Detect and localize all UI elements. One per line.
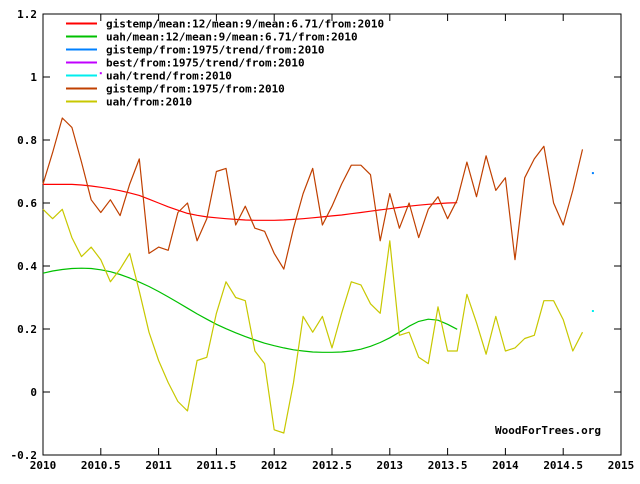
x-tick-label: 2013 <box>377 459 404 472</box>
x-tick-label: 2012 <box>261 459 288 472</box>
watermark: WoodForTrees.org <box>495 424 601 437</box>
legend-label: uah/from:2010 <box>106 96 192 109</box>
y-tick-label: 0.4 <box>17 260 37 273</box>
x-tick-label: 2011 <box>145 459 172 472</box>
legend-label: uah/trend/from:2010 <box>106 70 232 83</box>
series-point-4 <box>591 310 594 312</box>
x-tick-label: 2015 <box>608 459 635 472</box>
legend-label: best/from:1975/trend/from:2010 <box>106 57 305 70</box>
legend-label: uah/mean:12/mean:9/mean:6.71/from:2010 <box>106 31 358 44</box>
x-tick-label: 2011.5 <box>197 459 237 472</box>
x-tick-label: 2012.5 <box>312 459 352 472</box>
y-tick-label: -0.2 <box>11 449 38 462</box>
series-point-3 <box>99 72 102 75</box>
y-tick-label: 0.2 <box>17 323 37 336</box>
x-tick-label: 2013.5 <box>428 459 468 472</box>
x-tick-label: 2014.5 <box>543 459 583 472</box>
y-tick-label: 1 <box>30 71 37 84</box>
series-line-6 <box>42 208 584 434</box>
legend-label: gistemp/mean:12/mean:9/mean:6.71/from:20… <box>106 18 384 31</box>
series-point-2 <box>591 172 594 175</box>
legend-label: gistemp/from:1975/from:2010 <box>106 83 285 96</box>
series-line-5 <box>42 117 584 270</box>
y-tick-label: 0.6 <box>17 197 37 210</box>
x-tick-label: 2010.5 <box>81 459 121 472</box>
x-tick-label: 2010 <box>30 459 57 472</box>
series-line-0 <box>43 183 458 221</box>
y-tick-label: 0.8 <box>17 134 37 147</box>
legend-label: gistemp/from:1975/trend/from:2010 <box>106 44 325 57</box>
y-tick-label: 0 <box>30 386 37 399</box>
y-tick-label: 1.2 <box>17 8 37 21</box>
x-tick-label: 2014 <box>492 459 519 472</box>
series-line-1 <box>42 267 458 353</box>
